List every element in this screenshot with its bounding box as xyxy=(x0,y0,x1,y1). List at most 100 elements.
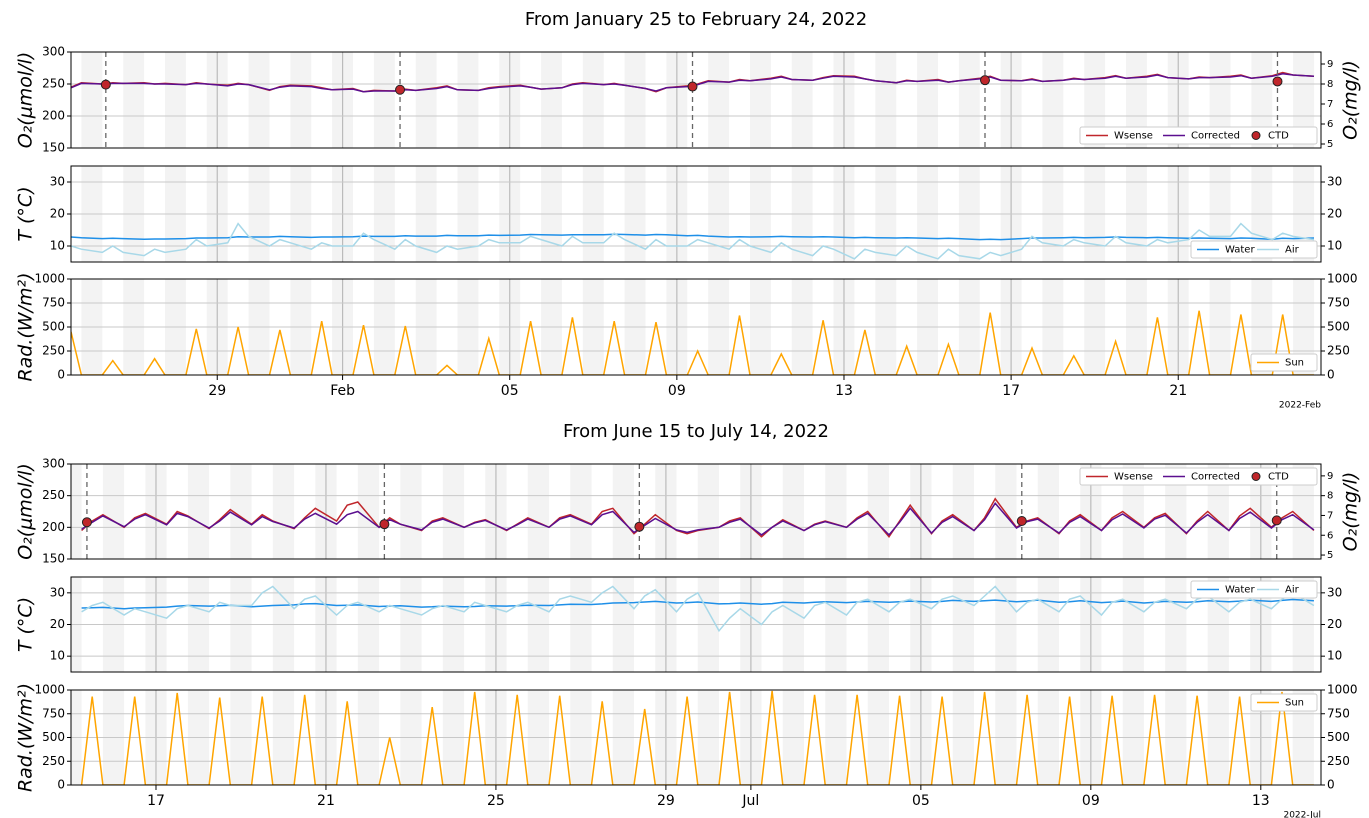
y-right-tick-label: 750 xyxy=(1327,706,1350,720)
y-tick-label: 10 xyxy=(50,239,65,253)
night-band xyxy=(123,52,145,148)
y-tick-label: 500 xyxy=(42,730,65,744)
y2-tick-label: 5 xyxy=(1327,139,1333,150)
x-tick-label: 13 xyxy=(835,383,853,399)
legend-label: CTD xyxy=(1268,131,1289,142)
y-tick-label: 20 xyxy=(50,207,65,221)
legend-box xyxy=(1190,580,1318,599)
x-tick-label: 09 xyxy=(668,383,686,399)
night-band xyxy=(457,52,479,148)
ctd-point xyxy=(979,75,990,86)
y-tick-label: 500 xyxy=(42,320,65,334)
legend-label: Air xyxy=(1285,585,1300,596)
panel-frame xyxy=(70,463,1322,560)
x-tick-label: 21 xyxy=(317,793,335,809)
ctd-point xyxy=(634,521,645,532)
y-tick-label: 30 xyxy=(50,175,65,189)
night-band xyxy=(570,464,592,559)
y-tick-label: 30 xyxy=(50,585,65,599)
y-right-tick-label: 10 xyxy=(1327,649,1342,663)
ctd-point xyxy=(687,81,698,92)
night-band xyxy=(875,52,897,148)
x-tick-label: Jul xyxy=(741,793,759,809)
y2-tick-label: 7 xyxy=(1327,510,1333,521)
y-tick-label: 200 xyxy=(42,520,65,534)
legend-box xyxy=(1250,693,1318,712)
night-band xyxy=(230,464,252,559)
night-band xyxy=(1084,52,1106,148)
y-tick-label: 0 xyxy=(57,778,65,792)
y-right-tick-label: 10 xyxy=(1327,239,1342,253)
y-right-tick-label: 1000 xyxy=(1327,272,1358,286)
legend-label: Corrected xyxy=(1191,472,1240,483)
night-band xyxy=(272,464,295,559)
night-band xyxy=(624,52,646,148)
x-tick-label: 29 xyxy=(657,793,675,809)
legend-box xyxy=(1079,467,1318,486)
legend-box xyxy=(1079,126,1318,145)
y2-tick-label: 5 xyxy=(1327,550,1333,561)
y-right-tick-label: 500 xyxy=(1327,320,1350,334)
series-line xyxy=(71,233,1315,241)
chart-title: From June 15 to July 14, 2022 xyxy=(563,421,829,442)
night-band xyxy=(357,464,380,559)
y-right-tick-label: 500 xyxy=(1327,730,1350,744)
legend-marker xyxy=(1251,472,1261,481)
ctd-point xyxy=(1271,515,1282,526)
night-band xyxy=(825,464,847,559)
panel-frame xyxy=(70,51,1322,149)
y-tick-label: 250 xyxy=(42,344,65,358)
night-band xyxy=(1126,52,1147,148)
y-right-tick-label: 250 xyxy=(1327,344,1350,358)
panel-frame xyxy=(70,689,1322,786)
night-band xyxy=(917,52,938,148)
y2-tick-label: 6 xyxy=(1327,530,1333,541)
legend-label: Wsense xyxy=(1114,472,1153,483)
night-band xyxy=(442,464,465,559)
series-line xyxy=(71,222,1315,260)
y-tick-label: 250 xyxy=(42,488,65,502)
y-tick-label: 20 xyxy=(50,617,65,631)
panel-frame xyxy=(70,278,1322,376)
y-tick-label: 250 xyxy=(42,754,65,768)
x-tick-label: Feb xyxy=(330,383,355,399)
ctd-point xyxy=(81,517,92,528)
night-band xyxy=(1165,464,1187,559)
night-band xyxy=(749,52,771,148)
night-band xyxy=(1207,464,1229,559)
series-line xyxy=(71,310,1314,375)
legend-label: Sun xyxy=(1285,698,1304,709)
series-line xyxy=(81,585,1315,633)
night-band xyxy=(582,52,604,148)
legend-label: CTD xyxy=(1268,472,1289,483)
y-right-tick-label: 30 xyxy=(1327,585,1342,599)
x-tick-label: 05 xyxy=(912,793,930,809)
panel-frame xyxy=(70,165,1322,263)
ctd-point xyxy=(1016,516,1027,526)
y-tick-label: 750 xyxy=(42,706,65,720)
panel-frame xyxy=(70,576,1322,673)
x-tick-label: 29 xyxy=(208,383,226,399)
night-band xyxy=(290,52,312,148)
y-tick-label: 300 xyxy=(42,457,65,471)
night-band xyxy=(527,464,550,559)
night-band xyxy=(248,52,270,148)
y-axis-label: O₂(μmol/l) xyxy=(15,52,37,149)
y2-tick-label: 9 xyxy=(1327,59,1333,70)
night-band xyxy=(958,52,980,148)
night-band xyxy=(71,464,82,559)
y2-tick-label: 8 xyxy=(1327,491,1333,502)
y-right-tick-label: 0 xyxy=(1327,368,1335,382)
x-tick-label: 05 xyxy=(501,383,519,399)
night-band xyxy=(782,464,805,559)
y-tick-label: 300 xyxy=(42,45,65,59)
series-line xyxy=(81,502,1315,537)
legend-label: Sun xyxy=(1285,358,1304,369)
series-line xyxy=(81,598,1314,610)
y-tick-label: 10 xyxy=(50,649,65,663)
night-band xyxy=(791,52,813,148)
y-tick-label: 200 xyxy=(42,109,65,123)
y-tick-label: 150 xyxy=(42,552,65,566)
y2-tick-label: 8 xyxy=(1327,79,1333,90)
